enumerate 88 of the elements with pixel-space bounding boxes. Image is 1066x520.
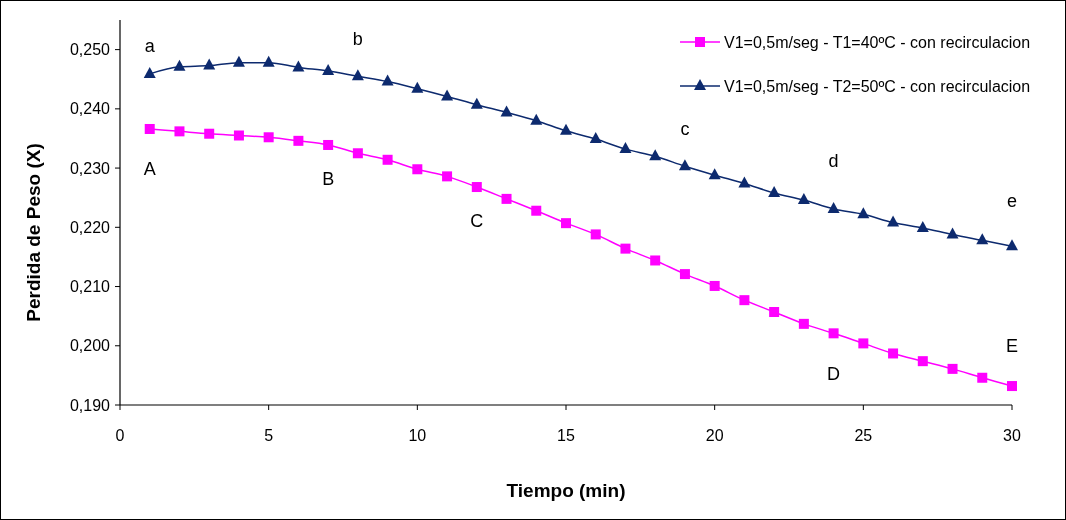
point bbox=[620, 243, 631, 254]
point bbox=[233, 130, 244, 141]
point bbox=[947, 363, 958, 374]
x-tick-label: 10 bbox=[408, 427, 427, 444]
point bbox=[203, 58, 216, 70]
annotation: B bbox=[322, 169, 335, 190]
point bbox=[798, 318, 809, 329]
point bbox=[292, 60, 305, 72]
point bbox=[977, 372, 988, 383]
legend-label: V1=0,5m/seg - T1=40ºC - con recirculacion bbox=[724, 33, 1031, 51]
point bbox=[857, 207, 870, 219]
point bbox=[351, 69, 364, 81]
point bbox=[501, 193, 512, 204]
point bbox=[561, 218, 571, 229]
annotation: d bbox=[828, 151, 839, 172]
x-tick-label: 30 bbox=[1003, 427, 1021, 444]
point bbox=[679, 269, 690, 280]
point bbox=[917, 356, 928, 367]
point bbox=[738, 176, 751, 188]
point bbox=[976, 233, 989, 245]
point bbox=[888, 348, 899, 359]
y-tick-label: 0,250 bbox=[69, 41, 111, 59]
point bbox=[649, 149, 662, 161]
annotation: c bbox=[680, 118, 690, 139]
point bbox=[322, 63, 335, 75]
annotation: C bbox=[470, 211, 484, 232]
point bbox=[619, 142, 632, 154]
x-tick-label: 20 bbox=[705, 427, 724, 444]
point bbox=[650, 255, 661, 266]
point bbox=[916, 220, 929, 232]
annotation: a bbox=[144, 36, 156, 57]
x-tick-label: 15 bbox=[557, 427, 575, 444]
y-tick-label: 0,210 bbox=[69, 278, 111, 296]
point bbox=[293, 135, 304, 146]
point bbox=[381, 74, 394, 86]
point bbox=[442, 171, 453, 182]
point bbox=[858, 338, 869, 349]
annotation: A bbox=[143, 159, 156, 180]
point bbox=[709, 280, 720, 291]
point bbox=[323, 139, 334, 150]
annotation: E bbox=[1005, 336, 1019, 357]
y-tick-label: 0,220 bbox=[69, 218, 111, 236]
point bbox=[263, 132, 274, 143]
point bbox=[1006, 239, 1018, 251]
point bbox=[828, 328, 839, 339]
point bbox=[739, 295, 750, 306]
point bbox=[769, 307, 780, 318]
annotation: b bbox=[352, 28, 363, 49]
point bbox=[708, 168, 721, 180]
x-tick-label: 25 bbox=[854, 427, 873, 444]
point bbox=[590, 229, 601, 240]
point bbox=[143, 66, 156, 78]
point bbox=[530, 113, 543, 125]
point bbox=[144, 123, 155, 134]
y-tick-label: 0,230 bbox=[69, 159, 111, 177]
point bbox=[262, 55, 275, 67]
point bbox=[500, 105, 513, 117]
x-tick-label: 0 bbox=[115, 427, 125, 444]
x-axis-title: Tiempo (min) bbox=[506, 480, 626, 501]
point bbox=[589, 132, 602, 144]
y-axis-title: Perdida de Peso (X) bbox=[23, 143, 44, 322]
point bbox=[232, 55, 245, 67]
point bbox=[441, 89, 454, 101]
x-tick-label: 5 bbox=[264, 427, 274, 444]
y-tick-label: 0,200 bbox=[69, 337, 111, 355]
point bbox=[827, 201, 840, 213]
point bbox=[174, 126, 185, 137]
point bbox=[411, 81, 424, 93]
point bbox=[531, 205, 542, 216]
point bbox=[946, 227, 959, 239]
annotation: e bbox=[1006, 190, 1018, 211]
point bbox=[412, 164, 423, 175]
point bbox=[887, 215, 900, 227]
point bbox=[797, 193, 810, 205]
point bbox=[678, 159, 691, 171]
point bbox=[352, 148, 363, 159]
point bbox=[1007, 381, 1017, 392]
point bbox=[768, 185, 781, 197]
point bbox=[471, 182, 482, 193]
y-tick-label: 0,190 bbox=[69, 396, 111, 414]
point bbox=[173, 59, 186, 71]
point bbox=[470, 97, 483, 109]
y-tick-label: 0,240 bbox=[69, 100, 111, 118]
legend-label: V1=0,5m/seg - T2=50ºC - con recirculacion bbox=[724, 77, 1031, 95]
point bbox=[204, 128, 215, 139]
point bbox=[560, 123, 572, 135]
annotation: D bbox=[827, 363, 841, 384]
point bbox=[382, 154, 393, 165]
